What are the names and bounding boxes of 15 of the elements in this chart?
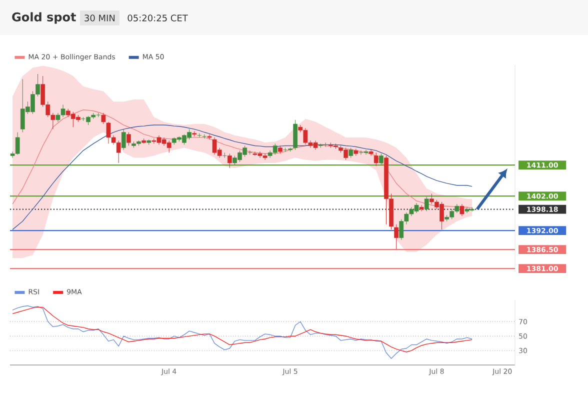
candlestick [379, 153, 384, 166]
candlestick [374, 152, 378, 166]
chart-subtitle: 30 MIN [84, 14, 115, 22]
candlestick [460, 204, 464, 216]
candlestick [121, 128, 126, 150]
candlestick [207, 134, 212, 140]
candlestick [228, 153, 232, 168]
candlestick [348, 148, 354, 158]
text: 05:20:25 CET [128, 14, 188, 22]
candlestick [126, 132, 131, 146]
candlestick [394, 224, 399, 250]
candlestick [424, 196, 429, 212]
candlestick [101, 112, 106, 124]
candlestick [293, 120, 298, 150]
chart-title: Gold spot [12, 12, 76, 24]
